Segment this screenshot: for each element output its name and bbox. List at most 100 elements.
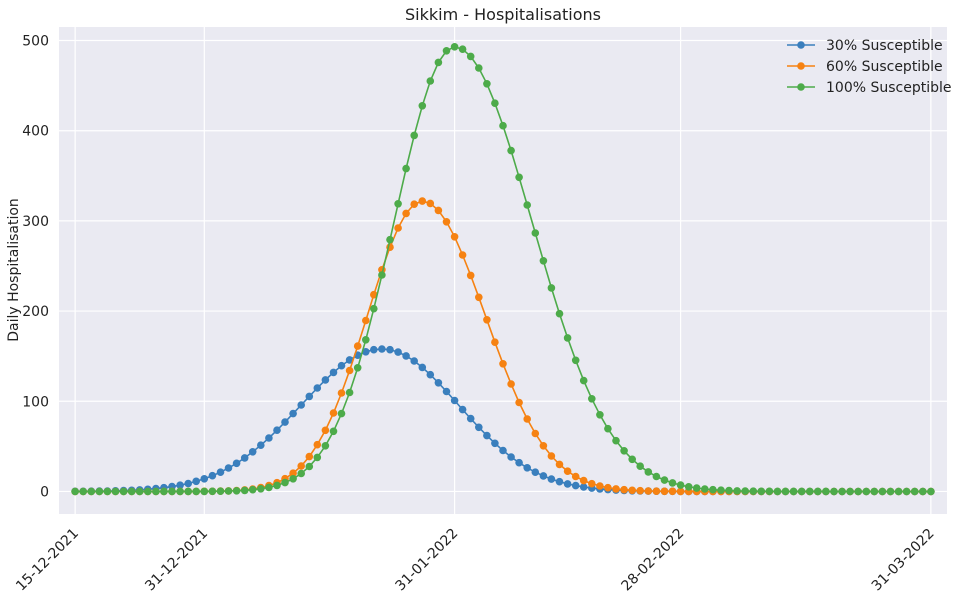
data-point bbox=[483, 80, 491, 88]
data-point bbox=[709, 485, 717, 494]
data-point bbox=[660, 476, 669, 484]
data-point bbox=[370, 290, 378, 299]
x-tick-label: 31-12-2021 bbox=[142, 526, 211, 591]
data-point bbox=[386, 235, 394, 244]
data-point bbox=[668, 487, 677, 496]
data-point bbox=[676, 481, 685, 489]
data-point bbox=[636, 486, 644, 495]
data-point bbox=[362, 348, 370, 356]
data-point bbox=[910, 487, 919, 496]
data-point bbox=[378, 345, 386, 353]
data-point bbox=[152, 487, 160, 496]
data-point bbox=[596, 411, 604, 419]
data-point bbox=[450, 233, 459, 241]
data-point bbox=[555, 460, 564, 469]
series-layer bbox=[71, 43, 935, 496]
data-point bbox=[862, 487, 871, 496]
data-point bbox=[289, 409, 297, 418]
data-point bbox=[466, 414, 475, 423]
data-point bbox=[499, 360, 507, 368]
y-tick-label: 100 bbox=[22, 394, 49, 410]
data-point bbox=[620, 485, 628, 494]
data-point bbox=[321, 442, 330, 450]
data-point bbox=[547, 284, 556, 292]
data-point bbox=[499, 446, 507, 455]
data-point bbox=[418, 197, 427, 205]
data-point bbox=[127, 487, 136, 496]
data-point bbox=[176, 487, 184, 496]
data-point bbox=[523, 415, 531, 423]
data-point bbox=[378, 271, 386, 279]
legend: 30% Susceptible 60% Susceptible 100% Susce… bbox=[787, 38, 952, 96]
data-point bbox=[257, 485, 265, 493]
data-point bbox=[248, 448, 257, 456]
data-point bbox=[362, 316, 370, 325]
data-point bbox=[353, 342, 362, 350]
y-tick-label: 300 bbox=[22, 214, 49, 230]
y-tick-label: 400 bbox=[22, 124, 49, 140]
data-point bbox=[160, 487, 168, 496]
data-point bbox=[345, 356, 354, 364]
data-point bbox=[539, 472, 548, 480]
data-point bbox=[289, 475, 297, 483]
data-point bbox=[814, 487, 822, 496]
data-point bbox=[103, 487, 112, 496]
data-point bbox=[531, 468, 540, 477]
data-point bbox=[337, 409, 346, 418]
data-point bbox=[224, 464, 233, 472]
data-point bbox=[902, 487, 911, 496]
data-point bbox=[466, 271, 475, 280]
legend-marker bbox=[797, 83, 805, 91]
data-point bbox=[273, 481, 281, 490]
data-point bbox=[797, 487, 806, 496]
data-point bbox=[370, 345, 378, 354]
data-point bbox=[434, 58, 443, 67]
data-point bbox=[854, 487, 862, 496]
data-point bbox=[515, 458, 523, 467]
data-point bbox=[248, 485, 257, 494]
y-tick-label: 500 bbox=[22, 34, 49, 50]
data-point bbox=[119, 487, 128, 496]
data-point bbox=[321, 426, 330, 435]
data-point bbox=[402, 352, 410, 360]
data-point bbox=[547, 475, 556, 483]
grid bbox=[59, 27, 947, 514]
data-point bbox=[442, 387, 451, 396]
data-point bbox=[329, 409, 338, 417]
legend-label: 60% Susceptible bbox=[826, 59, 943, 75]
data-point bbox=[313, 384, 322, 392]
data-point bbox=[353, 364, 362, 372]
data-point bbox=[515, 398, 523, 407]
data-point bbox=[345, 366, 354, 375]
legend-label: 100% Susceptible bbox=[826, 80, 952, 96]
x-tick-label: 31-01-2022 bbox=[393, 526, 462, 591]
data-point bbox=[701, 485, 709, 493]
data-point bbox=[475, 64, 483, 72]
y-axis-label: Daily Hospitalisation bbox=[6, 198, 22, 342]
data-point bbox=[515, 173, 523, 182]
data-point bbox=[257, 441, 265, 450]
data-point bbox=[547, 452, 556, 460]
data-point bbox=[620, 447, 628, 455]
x-tick-label: 31-03-2022 bbox=[869, 526, 938, 591]
x-tick-label: 15-12-2021 bbox=[13, 526, 82, 591]
data-point bbox=[636, 462, 644, 471]
x-axis-ticks: 15-12-2021 31-12-2021 31-01-2022 28-02-2022… bbox=[13, 526, 938, 591]
data-point bbox=[539, 442, 548, 450]
data-point bbox=[458, 45, 467, 53]
data-point bbox=[684, 483, 693, 491]
data-point bbox=[305, 462, 314, 471]
legend-item: 30% Susceptible bbox=[787, 38, 943, 54]
data-point bbox=[652, 472, 661, 481]
data-point bbox=[886, 487, 895, 496]
data-point bbox=[265, 483, 273, 492]
data-point bbox=[458, 251, 467, 259]
data-point bbox=[434, 379, 443, 387]
data-point bbox=[216, 487, 225, 496]
data-point bbox=[507, 146, 515, 155]
data-point bbox=[628, 486, 636, 495]
legend-marker bbox=[797, 41, 805, 49]
data-point bbox=[232, 459, 241, 468]
data-point bbox=[370, 304, 378, 313]
data-point bbox=[410, 357, 419, 365]
